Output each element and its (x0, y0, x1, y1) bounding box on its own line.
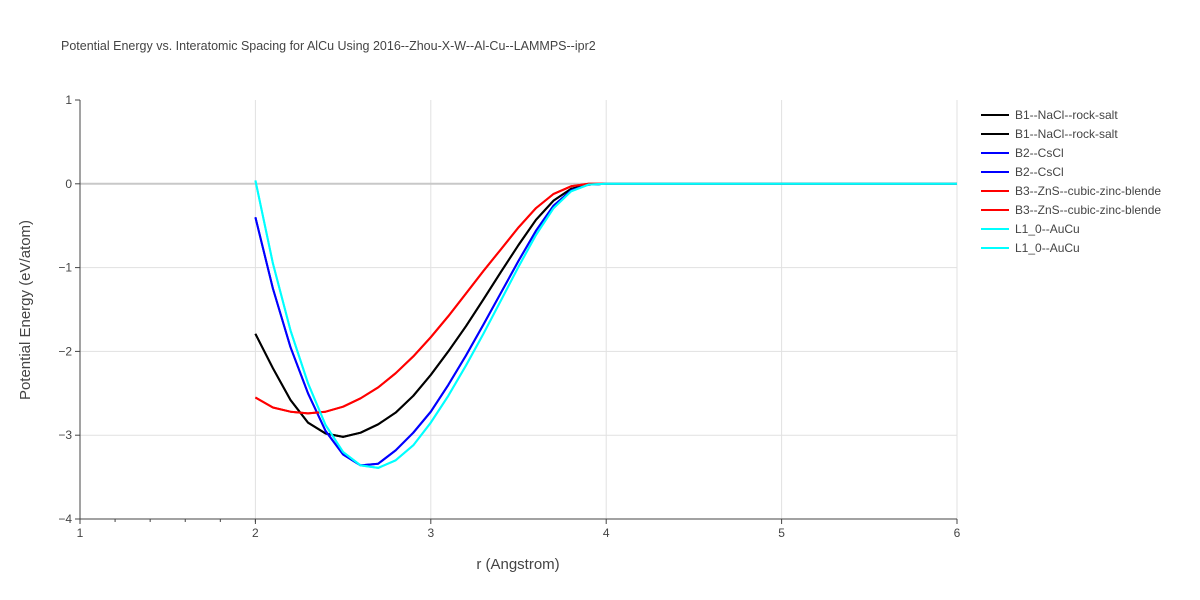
x-tick-label: 5 (778, 526, 785, 540)
legend-item[interactable]: B1--NaCl--rock-salt (981, 127, 1118, 141)
y-tick-label: −3 (58, 428, 72, 442)
series-lines (254, 180, 957, 469)
legend-label: B2--CsCl (1015, 165, 1064, 179)
legend-item[interactable]: L1_0--AuCu (981, 222, 1080, 236)
series-line (254, 182, 957, 438)
legend-item[interactable]: B2--CsCl (981, 146, 1064, 160)
x-tick-label: 1 (77, 526, 84, 540)
legend-label: B3--ZnS--cubic-zinc-blende (1015, 203, 1161, 217)
legend-item[interactable]: B1--NaCl--rock-salt (981, 108, 1118, 122)
y-tick-label: −4 (58, 512, 72, 526)
legend-item[interactable]: B2--CsCl (981, 165, 1064, 179)
y-axis-label: Potential Energy (eV/atom) (17, 220, 34, 400)
grid (80, 100, 958, 519)
legend-label: B1--NaCl--rock-salt (1015, 127, 1118, 141)
legend-label: L1_0--AuCu (1015, 241, 1080, 255)
x-tick-label: 3 (427, 526, 434, 540)
legend-label: B3--ZnS--cubic-zinc-blende (1015, 184, 1161, 198)
x-tick-label: 6 (954, 526, 961, 540)
y-tick-label: −2 (58, 344, 72, 358)
legend-item[interactable]: B3--ZnS--cubic-zinc-blende (981, 203, 1161, 217)
y-tick-label: 1 (65, 93, 72, 107)
series-line (254, 182, 957, 415)
x-axis-label: r (Angstrom) (476, 556, 559, 573)
legend-item[interactable]: B3--ZnS--cubic-zinc-blende (981, 184, 1161, 198)
x-tick-label: 2 (252, 526, 259, 540)
x-tick-label: 4 (603, 526, 610, 540)
series-line (254, 180, 957, 469)
chart-title: Potential Energy vs. Interatomic Spacing… (61, 39, 596, 53)
legend[interactable]: B1--NaCl--rock-salt B1--NaCl--rock-salt B2… (981, 108, 1161, 255)
legend-label: L1_0--AuCu (1015, 222, 1080, 236)
legend-label: B1--NaCl--rock-salt (1015, 108, 1118, 122)
y-tick-label: −1 (58, 261, 72, 275)
y-tick-label: 0 (65, 177, 72, 191)
legend-item[interactable]: L1_0--AuCu (981, 241, 1080, 255)
axes: 1 2 3 4 5 6 1 0 −1 −2 −3 −4 (58, 93, 960, 540)
legend-label: B2--CsCl (1015, 146, 1064, 160)
